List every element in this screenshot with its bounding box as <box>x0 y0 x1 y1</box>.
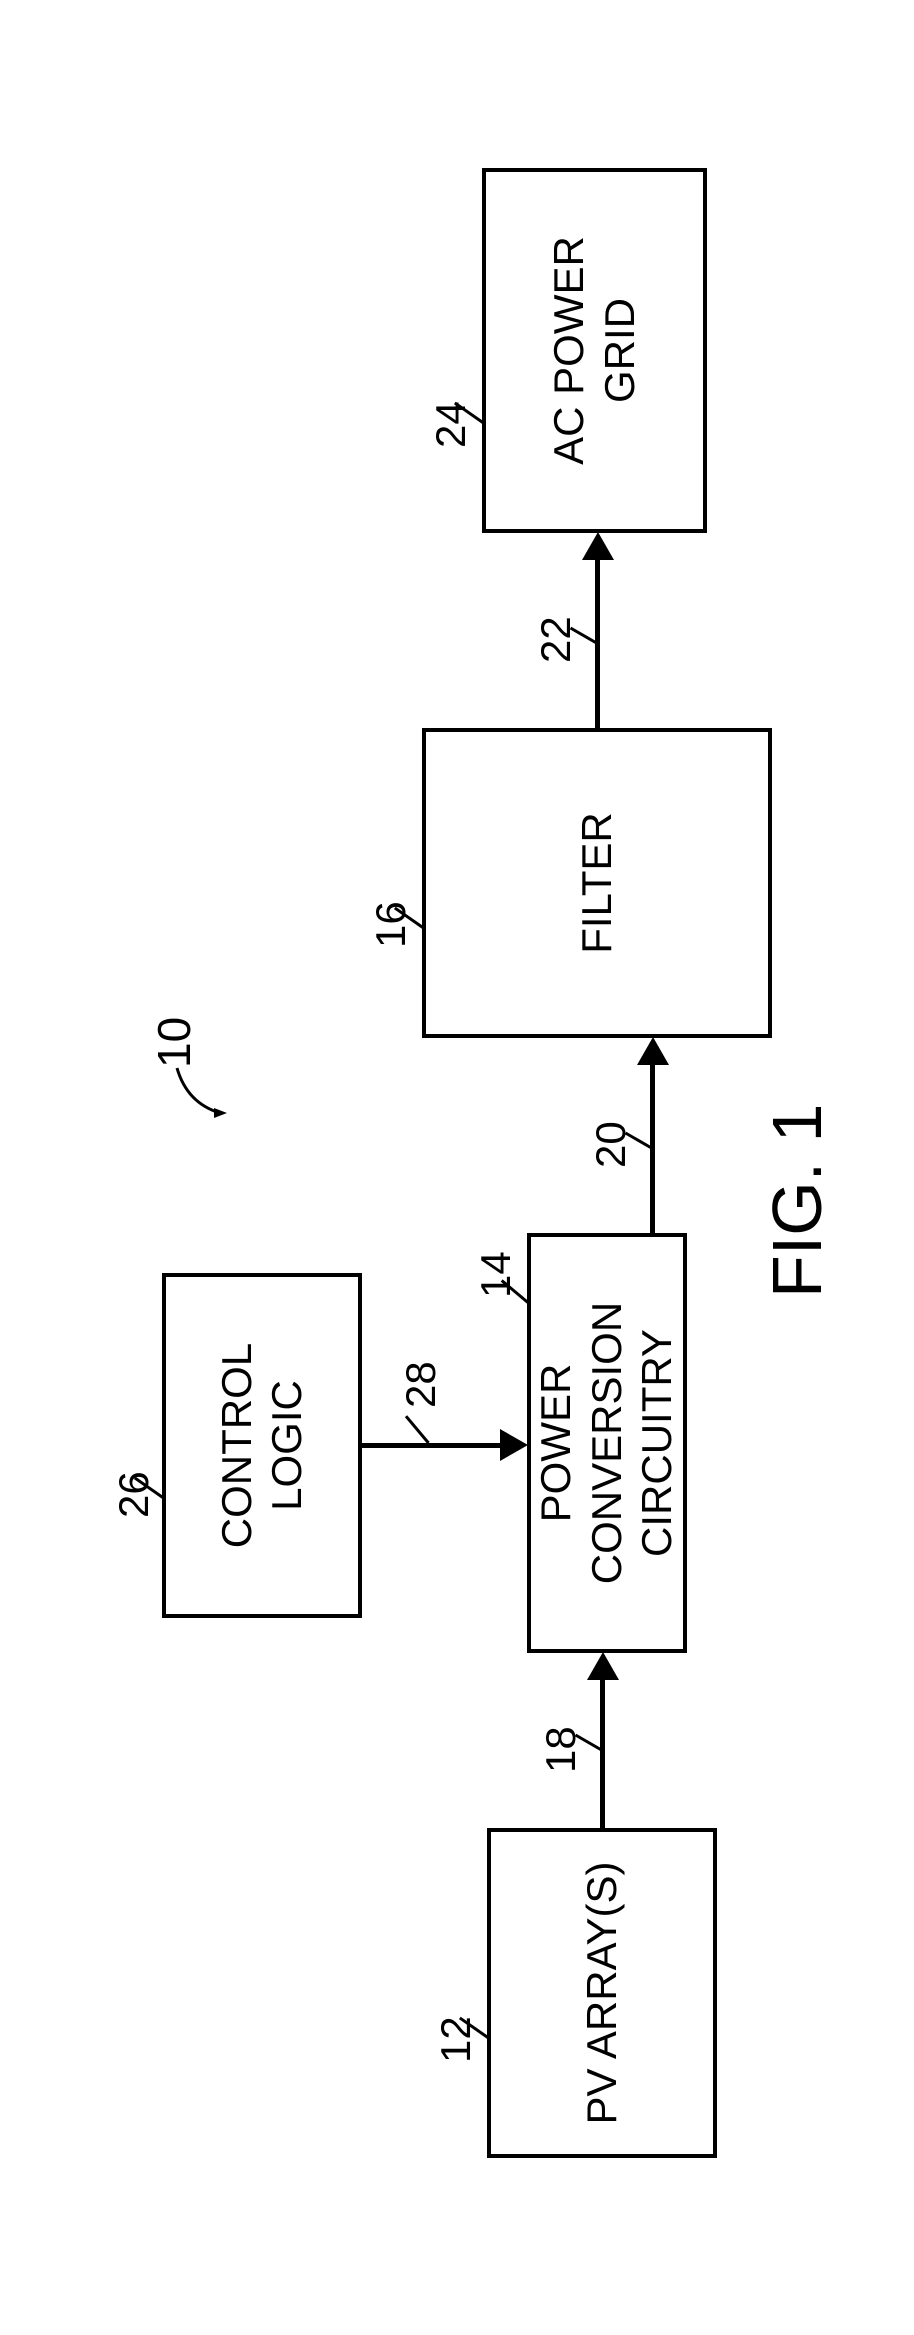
arrow-pv-conv <box>600 1678 605 1828</box>
control-logic-block: CONTROL LOGIC <box>162 1273 362 1618</box>
block-diagram: PV ARRAY(S) 12 18 POWER CONVERSION CIRCU… <box>107 118 807 2218</box>
pv-array-label: PV ARRAY(S) <box>577 1861 627 2124</box>
arrow-pv-conv-head <box>587 1652 619 1680</box>
grid-ref: 24 <box>427 401 475 448</box>
arrow-filter-grid-head <box>582 532 614 560</box>
arrow-control-conv-ref: 28 <box>397 1361 445 1408</box>
arrow28-leader <box>405 1415 430 1444</box>
power-conversion-block: POWER CONVERSION CIRCUITRY <box>527 1233 687 1653</box>
figure-label: FIG. 1 <box>757 1103 837 1297</box>
arrow-control-conv <box>362 1443 502 1448</box>
arrow-conv-filter-head <box>637 1037 669 1065</box>
pv-ref: 12 <box>432 2016 480 2063</box>
pv-array-block: PV ARRAY(S) <box>487 1828 717 2158</box>
arrow-conv-filter-ref: 20 <box>587 1121 635 1168</box>
arrow-filter-grid-ref: 22 <box>532 616 580 663</box>
arrow-pv-conv-ref: 18 <box>537 1726 585 1773</box>
filter-ref: 16 <box>367 901 415 948</box>
ac-power-grid-block: AC POWER GRID <box>482 168 707 533</box>
control-logic-label: CONTROL LOGIC <box>212 1342 313 1547</box>
power-conversion-label: POWER CONVERSION CIRCUITRY <box>531 1247 682 1639</box>
system-ref-arc <box>172 1053 232 1123</box>
arrow-control-conv-head <box>500 1429 528 1461</box>
filter-label: FILTER <box>572 812 622 954</box>
grid-label: AC POWER GRID <box>544 182 645 519</box>
filter-block: FILTER <box>422 728 772 1038</box>
